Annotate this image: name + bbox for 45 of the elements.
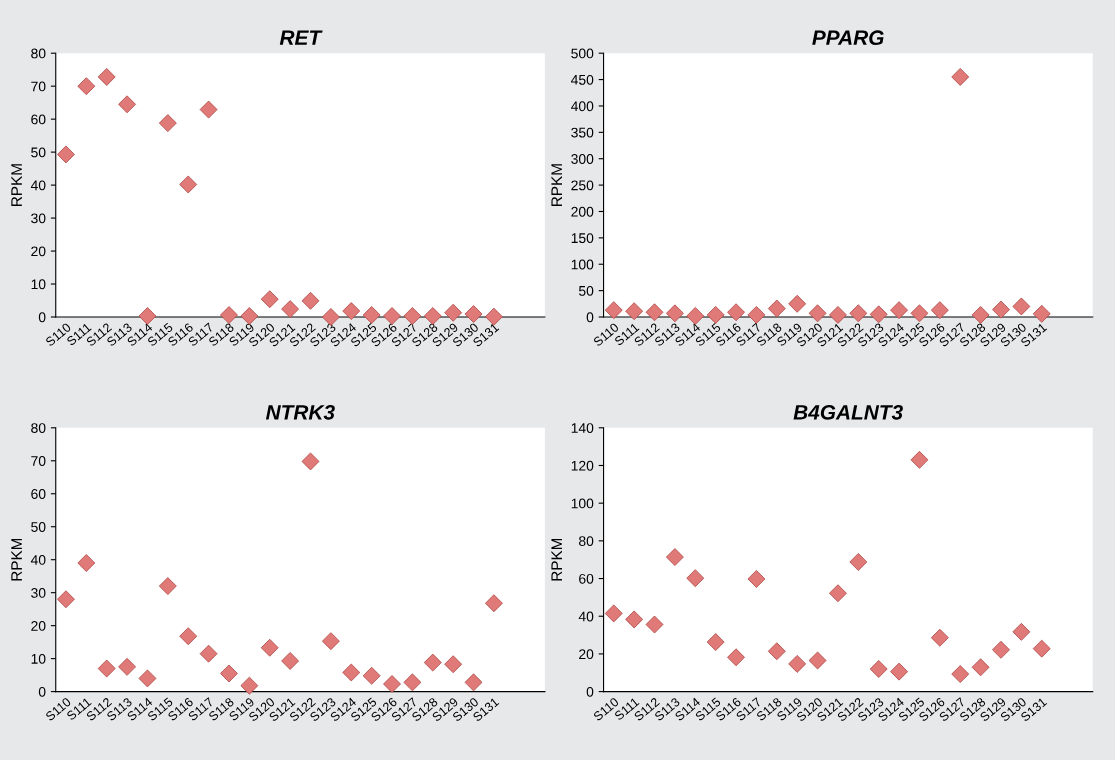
chart-title: PPARG xyxy=(812,30,884,46)
y-tick-label: 60 xyxy=(579,573,594,584)
y-tick-label: 40 xyxy=(578,611,594,622)
y-tick-label: 120 xyxy=(571,460,594,471)
y-tick-label: 140 xyxy=(571,423,594,433)
y-tick-label: 40 xyxy=(30,555,46,565)
y-tick-label: 80 xyxy=(31,48,46,59)
y-tick-label: 30 xyxy=(31,213,46,224)
y-tick-label: 150 xyxy=(571,233,594,244)
y-tick-label: 70 xyxy=(31,81,46,92)
y-tick-label: 20 xyxy=(31,246,46,257)
y-tick-label: 50 xyxy=(31,522,46,532)
y-tick-label: 30 xyxy=(31,588,46,598)
y-tick-label: 250 xyxy=(571,180,594,191)
y-tick-label: 0 xyxy=(586,312,594,323)
y-tick-label: 80 xyxy=(579,536,594,547)
y-tick-label: 50 xyxy=(31,147,46,158)
y-tick-label: 200 xyxy=(571,206,594,217)
chart-title: B4GALNT3 xyxy=(793,404,903,420)
y-axis-title: RPKM xyxy=(11,538,22,581)
y-tick-label: 10 xyxy=(31,653,46,664)
chart-title: RET xyxy=(279,30,323,45)
y-tick-label: 300 xyxy=(571,154,594,164)
y-tick-label: 100 xyxy=(571,259,594,270)
y-axis-title: RPKM xyxy=(11,164,22,206)
y-tick-label: 80 xyxy=(31,423,46,433)
y-tick-label: 60 xyxy=(31,489,46,499)
y-tick-label: 400 xyxy=(571,101,594,112)
y-tick-label: 60 xyxy=(31,114,46,125)
y-tick-label: 350 xyxy=(571,127,594,138)
y-axis-title: RPKM xyxy=(551,164,562,206)
y-tick-label: 450 xyxy=(571,74,594,85)
y-axis-title: RPKM xyxy=(551,538,562,581)
y-tick-label: 50 xyxy=(578,285,594,296)
y-tick-label: 0 xyxy=(586,686,594,697)
y-tick-label: 500 xyxy=(571,48,594,59)
y-tick-label: 10 xyxy=(31,279,46,290)
y-tick-label: 20 xyxy=(579,649,594,660)
y-tick-label: 0 xyxy=(38,686,46,697)
y-tick-label: 20 xyxy=(31,620,46,631)
chart-title: NTRK3 xyxy=(265,404,335,420)
y-tick-label: 0 xyxy=(38,312,46,323)
y-tick-label: 70 xyxy=(31,456,46,466)
y-tick-label: 40 xyxy=(30,180,46,191)
y-tick-label: 100 xyxy=(571,498,594,509)
